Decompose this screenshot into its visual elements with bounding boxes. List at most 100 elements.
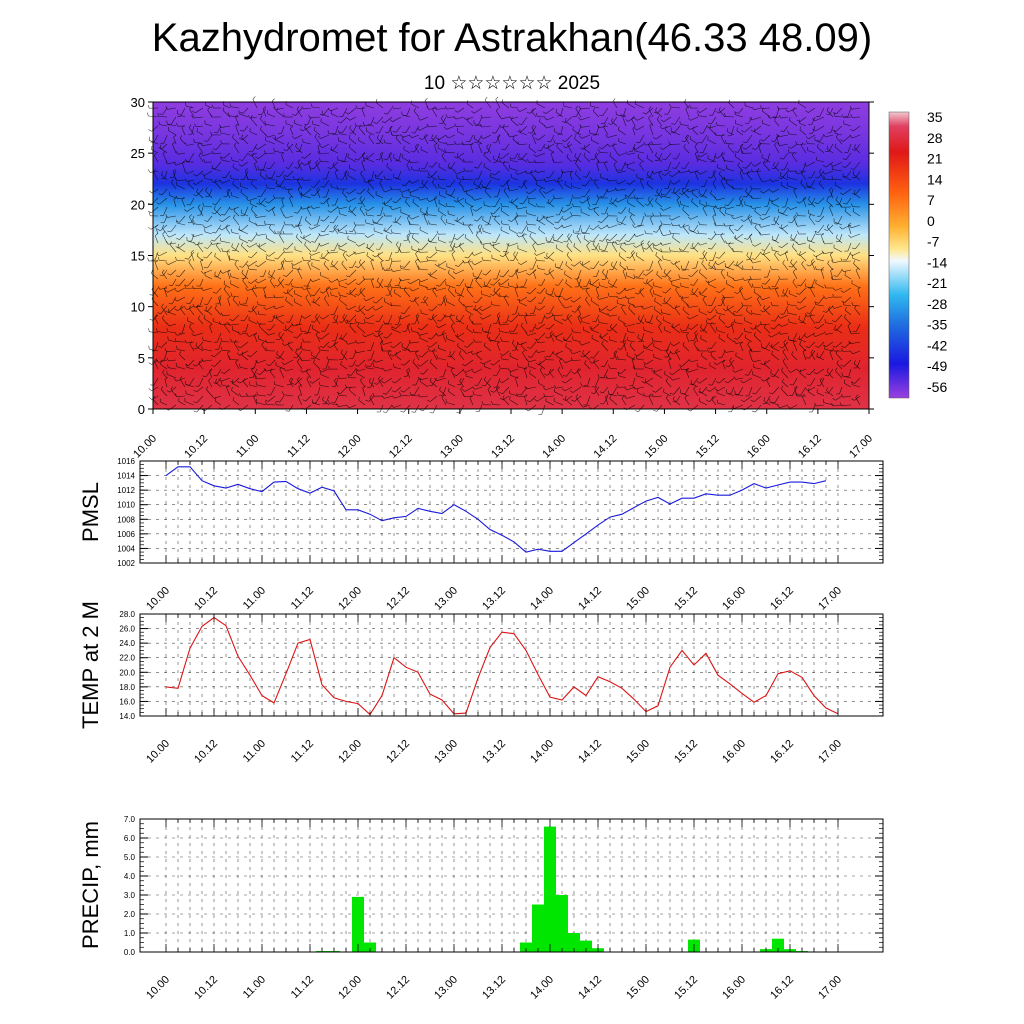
wind-barb (790, 262, 798, 271)
wind-barb-feather (164, 289, 168, 293)
wind-barb (494, 218, 501, 226)
wind-barb (438, 134, 447, 140)
wind-barb (667, 179, 672, 189)
wind-barb-feather (534, 338, 539, 341)
wind-barb (665, 188, 672, 196)
wind-barb (852, 257, 861, 262)
wind-barb-feather (789, 116, 791, 121)
wind-barb (852, 173, 861, 181)
wind-barb-feather (567, 141, 571, 145)
wind-barb (450, 326, 456, 334)
wind-barb (458, 300, 465, 307)
wind-barb-feather (219, 270, 223, 274)
wind-barb (602, 107, 609, 116)
wind-barb-feather (445, 141, 448, 146)
wind-barb-feather (273, 294, 276, 298)
wind-barb (450, 161, 456, 169)
wind-barb-feather (245, 197, 249, 201)
wind-barb-feather (437, 304, 442, 306)
wind-barb-feather (826, 197, 829, 201)
wind-barb (775, 233, 780, 241)
wind-barb-feather (444, 148, 446, 153)
wind-barb-feather (652, 243, 656, 247)
wind-barb-feather (732, 247, 734, 252)
wind-barb-feather (423, 213, 427, 217)
wind-barb (820, 206, 825, 217)
wind-barb (590, 300, 600, 307)
wind-barb-feather (602, 268, 605, 273)
wind-barb-feather (266, 234, 268, 239)
wind-barb-feather (535, 349, 539, 353)
wind-barb-feather (841, 348, 844, 352)
wind-barb-feather (474, 384, 478, 386)
wind-barb (503, 190, 510, 199)
wind-barb-feather (671, 191, 675, 194)
wind-barb-feather (741, 302, 744, 306)
wind-barb (826, 200, 834, 208)
wind-barb-feather (551, 312, 554, 316)
wind-barb-feather (561, 217, 565, 221)
wind-barb (697, 366, 708, 370)
wind-barb-feather (490, 283, 494, 286)
wind-barb (193, 233, 204, 237)
wind-barb-feather (219, 237, 222, 242)
wind-barb-feather (677, 169, 681, 174)
wind-barb-feather (707, 347, 712, 349)
wind-barb (214, 161, 222, 170)
wind-barb (222, 269, 231, 274)
wind-barb (774, 144, 780, 154)
wind-barb-feather (409, 134, 413, 139)
wind-barb-feather (747, 341, 750, 345)
wind-barb (216, 368, 222, 377)
wind-barb (583, 155, 591, 163)
wind-barb (790, 206, 798, 210)
wind-barb-feather (475, 232, 479, 236)
wind-barb (161, 174, 168, 181)
wind-barb (712, 182, 717, 190)
wind-barb-feather (310, 167, 314, 170)
wind-barb (673, 179, 681, 185)
wind-barb (162, 318, 168, 325)
wind-barb (474, 386, 483, 390)
wind-barb (153, 171, 159, 181)
wind-barb (726, 283, 735, 289)
wind-barb (808, 134, 816, 140)
wind-barb-feather (174, 308, 178, 312)
wind-barb-feather (681, 167, 685, 169)
wind-barb-feather (707, 311, 711, 313)
wind-barb-feather (456, 196, 459, 201)
wind-barb (393, 107, 402, 110)
wind-barb (610, 201, 618, 208)
wind-barb-feather (470, 205, 474, 208)
wind-barb (590, 105, 600, 109)
wind-barb-feather (472, 209, 476, 212)
wind-barb-feather (615, 111, 617, 115)
wind-barb-feather (390, 345, 394, 349)
wind-barb (797, 224, 807, 227)
wind-barb (203, 287, 213, 291)
wind-barb (528, 366, 537, 370)
wind-barb-feather (399, 189, 403, 193)
wind-barb (565, 346, 573, 352)
wind-barb-feather (225, 224, 229, 228)
wind-barb-feather (227, 296, 231, 299)
wind-barb (617, 197, 627, 203)
wind-barb (761, 157, 771, 163)
wind-barb-feather (833, 112, 837, 115)
wind-barb-feather (354, 229, 356, 234)
wind-barb (277, 278, 285, 287)
wind-barb (728, 102, 735, 109)
wind-barb (259, 174, 267, 181)
wind-barb-feather (572, 160, 577, 162)
wind-barb (312, 106, 321, 109)
wind-barb (275, 365, 285, 370)
wind-barb-feather (563, 145, 567, 149)
wind-barb (572, 339, 582, 343)
wind-barb-feather (536, 203, 538, 207)
wind-barb (517, 366, 528, 370)
wind-barb-feather (283, 215, 287, 219)
wind-barb (776, 107, 780, 117)
wind-barb (501, 152, 510, 159)
wind-barb-feather (357, 322, 359, 327)
wind-barb-feather (452, 271, 456, 275)
